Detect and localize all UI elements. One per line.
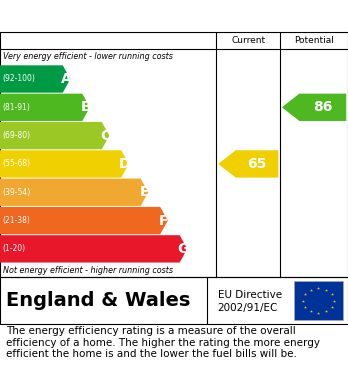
Text: (1-20): (1-20) [3,244,26,253]
Text: EU Directive: EU Directive [218,290,282,300]
Text: (39-54): (39-54) [3,188,31,197]
Polygon shape [0,122,109,149]
Text: (55-68): (55-68) [3,160,31,169]
Text: Potential: Potential [294,36,334,45]
Polygon shape [218,150,278,178]
Text: The energy efficiency rating is a measure of the overall efficiency of a home. T: The energy efficiency rating is a measur… [6,326,320,359]
Text: Very energy efficient - lower running costs: Very energy efficient - lower running co… [3,52,173,61]
Text: D: D [119,157,130,171]
Polygon shape [0,207,168,234]
Bar [294,281,343,320]
Text: Not energy efficient - higher running costs: Not energy efficient - higher running co… [3,266,173,275]
Text: A: A [61,72,72,86]
Text: 2002/91/EC: 2002/91/EC [218,303,278,312]
Text: C: C [100,129,110,143]
Polygon shape [0,235,187,262]
Text: England & Wales: England & Wales [6,291,191,310]
Text: (81-91): (81-91) [3,103,31,112]
Polygon shape [0,93,90,121]
Text: Energy Efficiency Rating: Energy Efficiency Rating [5,7,235,25]
Polygon shape [0,179,148,206]
Text: 65: 65 [247,157,267,171]
Polygon shape [282,93,346,121]
Text: B: B [80,100,91,114]
Text: 86: 86 [313,100,332,114]
Text: (21-38): (21-38) [3,216,31,225]
Text: E: E [140,185,149,199]
Text: G: G [177,242,189,256]
Polygon shape [0,150,129,178]
Polygon shape [0,65,70,93]
Text: (69-80): (69-80) [3,131,31,140]
Text: (92-100): (92-100) [3,75,35,84]
Text: F: F [159,213,168,228]
Text: Current: Current [231,36,266,45]
